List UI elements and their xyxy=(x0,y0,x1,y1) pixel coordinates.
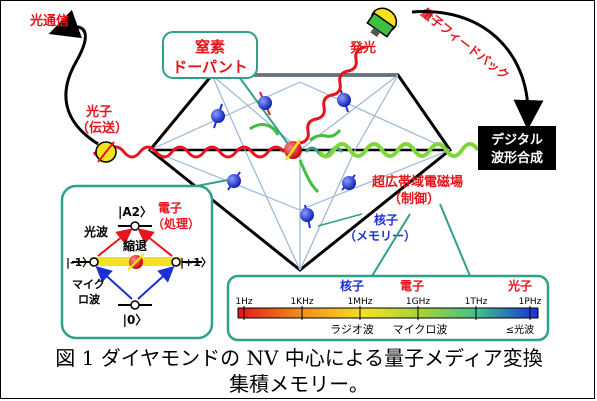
band-light: ≤光波 xyxy=(506,323,534,336)
figure-caption-line2: 集積メモリー。 xyxy=(229,372,369,396)
field-label-line1: 超広帯域電磁場 xyxy=(372,174,463,190)
tick-1ghz: 1GHz xyxy=(406,297,430,307)
microwave-label-line2: ロ波 xyxy=(78,292,101,306)
spin-2 xyxy=(258,91,272,116)
field-label-line2: （制御） xyxy=(388,191,440,207)
band-radio: ラジオ波 xyxy=(330,323,374,336)
nuclear-spins xyxy=(211,87,356,229)
nitrogen-label-line2: ドーパント xyxy=(172,58,248,76)
spectrum-header-electron: 電子 xyxy=(400,279,424,293)
spectrum-header-photon: 光子 xyxy=(507,278,532,293)
band-microwave: マイクロ波 xyxy=(393,323,448,336)
degenerate-label: 縮退 xyxy=(123,238,147,253)
photon-detector-icon xyxy=(366,7,398,38)
photon-ball xyxy=(95,141,117,163)
tick-1thz: 1THz xyxy=(465,297,488,307)
electron-label-line1: 電子 xyxy=(158,201,182,215)
photon-label-line1: 光子 xyxy=(85,104,112,120)
nitrogen-dopant-label: 窒素 ドーパント xyxy=(162,31,292,149)
nv-center-diagram: 窒素 ドーパント 光通信 光子 （伝送） 発光 xyxy=(29,5,556,342)
level-a2-label: |A2〉 xyxy=(118,204,152,219)
microwave-label-line1: マイク xyxy=(72,278,105,291)
figure-caption-line1: 図 1 ダイヤモンドの NV 中心による量子メディア変換 xyxy=(55,346,543,370)
emission-label: 発光 xyxy=(349,40,376,56)
tick-1phz: 1PHz xyxy=(519,297,542,307)
spin-3 xyxy=(337,87,351,113)
spectrum-connector-left xyxy=(439,203,471,277)
feedback-arrow xyxy=(411,9,544,130)
frequency-spectrum-box: 核子 電子 光子 1Hz 1KHz 1MHz 1GHz 1THz 1PHz ラジ… xyxy=(226,274,550,342)
nuclear-pointer xyxy=(317,213,363,227)
tick-1mhz: 1MHz xyxy=(348,297,373,307)
spin-5 xyxy=(300,204,314,229)
spin-1 xyxy=(211,103,225,129)
level-plus1-label: |+1〉 xyxy=(180,256,212,269)
photon-label-line2: （伝送） xyxy=(76,120,128,136)
nuclear-label-line1: 核子 xyxy=(374,212,398,227)
level-minus1-label: |-1〉 xyxy=(66,256,93,269)
optical-comm-label: 光通信 xyxy=(29,13,69,29)
spectrum-gradient-bar xyxy=(237,307,539,319)
spectrum-connector-right xyxy=(371,213,411,277)
spin-6 xyxy=(341,174,356,191)
optical-comm-arrow xyxy=(48,9,99,146)
digital-label-line2: 波形合成 xyxy=(491,150,543,166)
broadband-field-wave xyxy=(318,142,480,159)
tick-1khz: 1KHz xyxy=(290,297,313,307)
digital-label-line1: デジタル xyxy=(491,132,543,148)
energy-level-box: |A2〉 |-1〉 |+1〉 |0〉 光波 電子 （処理） 縮退 マイク ロ波 xyxy=(60,184,214,340)
level-0-label: |0〉 xyxy=(123,312,148,327)
electron-label-line2: （処理） xyxy=(152,216,200,231)
photon-transmission-wave xyxy=(92,145,286,159)
spectrum-header-nuclear: 核子 xyxy=(340,278,364,293)
emission-wave xyxy=(299,45,367,145)
digital-synthesis-box: デジタル 波形合成 xyxy=(478,126,556,170)
lightwave-label: 光波 xyxy=(83,224,109,239)
spin-4 xyxy=(227,171,241,191)
tick-1hz: 1Hz xyxy=(235,297,252,307)
nitrogen-label-line1: 窒素 xyxy=(195,38,225,56)
nuclear-label-line2: （メモリー） xyxy=(344,228,416,243)
nv-center-electron xyxy=(284,139,302,161)
